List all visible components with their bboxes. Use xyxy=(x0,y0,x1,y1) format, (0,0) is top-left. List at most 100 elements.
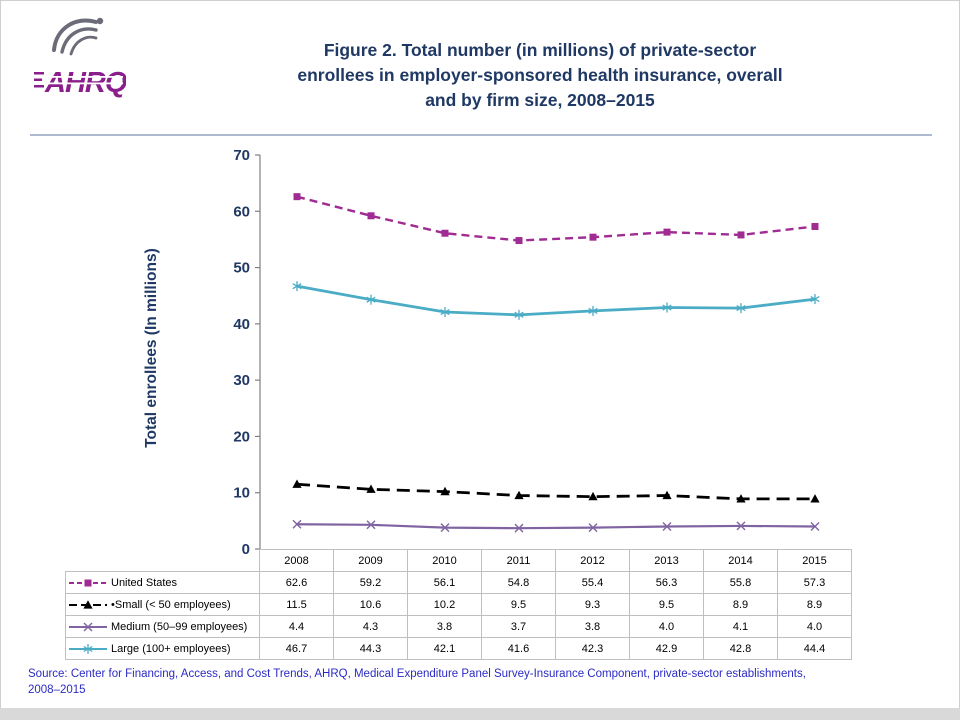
value-cell: 62.6 xyxy=(259,571,334,594)
x-marker xyxy=(736,521,746,531)
square-marker xyxy=(84,579,92,586)
y-tick-label: 70 xyxy=(233,147,250,164)
triangle-marker xyxy=(662,490,672,500)
square-marker xyxy=(367,212,375,220)
value-cell: 4.4 xyxy=(259,615,334,638)
value-cell: 46.7 xyxy=(259,637,334,660)
value-cell: 57.3 xyxy=(777,571,852,594)
legend-label: Large (100+ employees) xyxy=(111,642,231,655)
value-cell: 11.5 xyxy=(259,593,334,616)
x-marker xyxy=(366,520,376,530)
value-cell: 42.9 xyxy=(629,637,704,660)
square-marker xyxy=(811,222,819,230)
x-marker xyxy=(440,523,450,533)
legend-cell: Large (100+ employees) xyxy=(65,637,260,660)
table-row: Large (100+ employees) 46.7 44.3 42.1 41.6 42… xyxy=(65,637,852,660)
legend-marker-triangle xyxy=(69,599,107,609)
value-cell: 42.3 xyxy=(555,637,630,660)
y-axis-label-wrap: Total enrollees (In millions) xyxy=(134,145,170,551)
legend-marker-x xyxy=(69,622,107,631)
value-cell: 9.5 xyxy=(481,593,556,616)
table-row: Medium (50–99 employees) 4.4 4.3 3.8 3.7 3.8 4… xyxy=(65,615,852,638)
value-cell: 4.0 xyxy=(777,615,852,638)
value-cell: 42.1 xyxy=(407,637,482,660)
asterisk-marker xyxy=(588,307,598,314)
y-tick-label: 0 xyxy=(242,541,250,555)
year-header-cell: 2011 xyxy=(481,549,556,572)
legend-label: •Small (< 50 employees) xyxy=(111,598,231,611)
value-cell: 56.1 xyxy=(407,571,482,594)
chart-data-table: 2008 2009 2010 2011 2012 2013 2014 2015 United S… xyxy=(65,549,852,660)
logo-stripe xyxy=(43,76,123,78)
value-cell: 56.3 xyxy=(629,571,704,594)
year-header-cell: 2012 xyxy=(555,549,630,572)
y-tick-label: 20 xyxy=(233,428,250,445)
value-cell: 3.7 xyxy=(481,615,556,638)
triangle-marker xyxy=(440,486,450,496)
x-marker xyxy=(514,523,524,533)
asterisk-marker xyxy=(810,296,820,303)
y-tick-label: 60 xyxy=(233,203,250,220)
y-tick-label: 10 xyxy=(233,485,250,502)
asterisk-marker xyxy=(514,311,524,318)
year-header-cell: 2014 xyxy=(703,549,778,572)
x-marker xyxy=(83,622,93,631)
source-note: Source: Center for Financing, Access, an… xyxy=(28,667,944,698)
value-cell: 54.8 xyxy=(481,571,556,594)
y-axis-label: Total enrollees (In millions) xyxy=(143,248,160,448)
value-cell: 59.2 xyxy=(333,571,408,594)
legend-cell: Medium (50–99 employees) xyxy=(65,615,260,638)
value-cell: 4.3 xyxy=(333,615,408,638)
value-cell: 4.1 xyxy=(703,615,778,638)
table-row: United States 62.6 59.2 56.1 54.8 55.4 56.3 55.… xyxy=(65,571,852,594)
year-header-cell: 2015 xyxy=(777,549,852,572)
value-cell: 55.4 xyxy=(555,571,630,594)
value-cell: 41.6 xyxy=(481,637,556,660)
year-header-cell: 2010 xyxy=(407,549,482,572)
triangle-marker xyxy=(292,479,302,488)
asterisk-marker xyxy=(292,283,302,290)
series-line-2 xyxy=(296,523,816,530)
title-line-1: Figure 2. Total number (in millions) of … xyxy=(323,40,757,60)
value-cell: 4.0 xyxy=(629,615,704,638)
legend-label: Medium (50–99 employees) xyxy=(111,620,248,633)
x-marker xyxy=(810,521,820,531)
y-tick-label: 40 xyxy=(233,316,250,333)
value-cell: 8.9 xyxy=(703,593,778,616)
square-marker xyxy=(589,233,597,241)
legend-cell: •Small (< 50 employees) xyxy=(65,593,260,616)
series-line-1 xyxy=(296,482,815,501)
asterisk-marker xyxy=(736,305,746,312)
legend-cell: United States xyxy=(65,571,260,594)
title-line-2: enrollees in employer-sponsored health i… xyxy=(297,64,783,85)
square-marker xyxy=(441,229,449,237)
asterisk-marker xyxy=(662,304,672,311)
triangle-marker xyxy=(810,494,820,503)
year-header-cell: 2008 xyxy=(259,549,334,572)
value-cell: 55.8 xyxy=(703,571,778,594)
legend-label: United States xyxy=(111,576,178,589)
line-chart: 0 10 20 30 40 50 60 70 xyxy=(233,147,820,555)
value-cell: 9.5 xyxy=(629,593,704,616)
x-marker xyxy=(588,523,598,533)
x-marker xyxy=(292,519,302,529)
triangle-marker xyxy=(588,491,598,501)
value-cell: 44.3 xyxy=(333,637,408,660)
page-title: Figure 2. Total number (in millions) of … xyxy=(215,38,865,113)
value-cell: 9.3 xyxy=(555,593,630,616)
triangle-marker xyxy=(736,494,746,503)
triangle-marker xyxy=(83,599,93,609)
logo-stripe xyxy=(43,82,123,85)
value-cell: 44.4 xyxy=(777,637,852,660)
table-corner-cell xyxy=(66,550,260,572)
asterisk-marker xyxy=(440,308,450,316)
x-marker xyxy=(662,521,672,531)
value-cell: 42.8 xyxy=(703,637,778,660)
value-cell: 8.9 xyxy=(777,593,852,616)
value-cell: 3.8 xyxy=(555,615,630,638)
year-header-cell: 2009 xyxy=(333,549,408,572)
triangle-marker xyxy=(366,484,376,493)
triangle-marker xyxy=(514,490,524,500)
square-marker xyxy=(293,193,301,201)
